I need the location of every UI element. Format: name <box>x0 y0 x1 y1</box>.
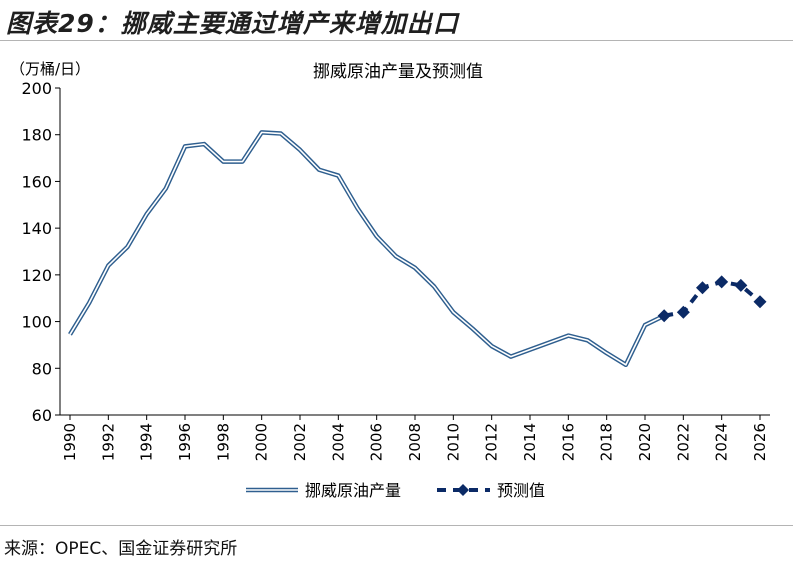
production-point <box>623 362 628 367</box>
x-tick-label: 1992 <box>99 423 117 461</box>
y-tick-label: 160 <box>21 172 52 191</box>
x-tick-label: 2006 <box>368 423 386 461</box>
production-point <box>68 332 73 337</box>
production-point <box>470 326 475 331</box>
x-tick-label: 2004 <box>329 423 347 461</box>
production-point <box>643 323 648 328</box>
production-point <box>432 284 437 289</box>
production-point <box>144 212 149 217</box>
y-tick-label: 100 <box>21 313 52 332</box>
source-note: 来源：OPEC、国金证券研究所 <box>4 539 238 559</box>
y-tick-label: 200 <box>21 79 52 98</box>
production-point <box>413 265 418 270</box>
legend-label-production: 挪威原油产量 <box>305 481 401 500</box>
figure-title: 图表29：挪威主要通过增产来增加出口 <box>6 9 459 38</box>
production-line-outer <box>68 130 666 368</box>
production-point <box>585 338 590 343</box>
production-point <box>355 206 360 211</box>
x-tick-label: 1998 <box>214 423 232 461</box>
x-tick-label: 2024 <box>713 423 731 461</box>
line-chart: 挪威原油产量及预测值 （万桶/日） 60 80 100 120 140 160 180 200… <box>10 60 770 500</box>
forecast-diamond <box>657 309 671 323</box>
production-point <box>528 347 533 352</box>
chart-title: 挪威原油产量及预测值 <box>313 62 483 82</box>
x-axis: 1990 1992 1994 1996 1998 2000 2002 2004 2006 2008… <box>60 414 770 461</box>
forecast-diamond <box>734 278 748 292</box>
x-tick-label: 2020 <box>636 423 654 461</box>
y-unit-label: （万桶/日） <box>10 60 90 78</box>
production-point <box>87 300 92 305</box>
source-divider <box>0 525 793 526</box>
production-point <box>566 333 571 338</box>
x-tick-label: 1994 <box>138 423 156 461</box>
production-point <box>451 310 456 315</box>
production-point <box>374 234 379 239</box>
production-point <box>259 130 264 135</box>
x-tick-label: 1996 <box>176 423 194 461</box>
x-tick-label: 2002 <box>291 423 309 461</box>
production-line-inner <box>69 131 665 366</box>
x-tick-label: 2012 <box>483 423 501 461</box>
x-tick-label: 2018 <box>598 423 616 461</box>
y-tick-label: 180 <box>21 126 52 145</box>
forecast-diamond <box>715 275 729 289</box>
production-point <box>604 351 609 356</box>
title-divider <box>0 40 793 41</box>
production-point <box>240 159 245 164</box>
production-point <box>221 159 226 164</box>
forecast-diamond <box>676 305 690 319</box>
production-point <box>393 254 398 259</box>
forecast-diamond <box>696 281 709 295</box>
x-tick-label: 2010 <box>444 423 462 461</box>
production-point <box>183 144 188 149</box>
x-tick-label: 2008 <box>406 423 424 461</box>
production-point <box>125 244 130 249</box>
legend: 挪威原油产量 预测值 <box>246 481 545 500</box>
x-tick-label: 2026 <box>751 423 769 461</box>
production-point <box>298 147 303 152</box>
y-tick-label: 120 <box>21 266 52 285</box>
x-tick-label: 1990 <box>61 423 79 461</box>
production-point <box>317 167 322 172</box>
production-point <box>336 173 341 178</box>
production-point <box>163 186 168 191</box>
production-point <box>547 340 552 345</box>
forecast-diamond <box>753 295 767 309</box>
y-tick-label: 60 <box>32 406 52 425</box>
x-tick-label: 2016 <box>559 423 577 461</box>
x-tick-label: 2022 <box>674 423 692 461</box>
series-layer <box>68 130 767 368</box>
x-tick-label: 2000 <box>253 423 271 461</box>
x-tick-label: 2014 <box>521 423 539 461</box>
production-point <box>106 263 111 268</box>
y-tick-label: 80 <box>32 359 52 378</box>
production-point <box>489 344 494 349</box>
production-point <box>508 354 513 359</box>
legend-label-forecast: 预测值 <box>497 481 545 500</box>
y-tick-label: 140 <box>21 219 52 238</box>
legend-forecast-diamond <box>457 484 469 496</box>
production-point <box>202 142 207 147</box>
y-axis: 60 80 100 120 140 160 180 200 <box>21 79 61 425</box>
production-point <box>278 131 283 136</box>
